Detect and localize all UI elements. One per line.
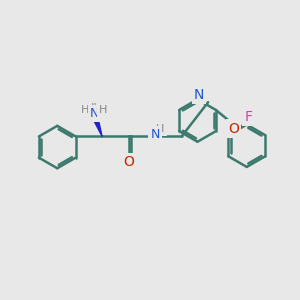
Text: F: F xyxy=(244,110,252,124)
Text: H: H xyxy=(156,124,165,134)
Text: N: N xyxy=(90,107,99,120)
Text: ₂: ₂ xyxy=(103,103,107,113)
Text: O: O xyxy=(123,155,134,170)
Text: NH: NH xyxy=(86,103,103,113)
Text: O: O xyxy=(228,122,239,136)
Text: N: N xyxy=(194,88,204,102)
Polygon shape xyxy=(92,114,102,136)
Text: H: H xyxy=(99,105,107,115)
Text: H: H xyxy=(81,105,89,115)
Text: N: N xyxy=(150,128,160,142)
